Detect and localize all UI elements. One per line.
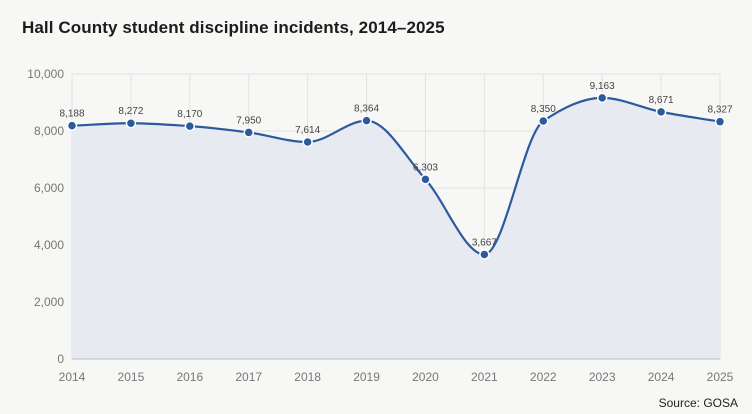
data-point [596,92,608,104]
data-label: 8,170 [177,109,202,120]
x-tick-label: 2015 [118,370,145,384]
data-label: 3,667 [472,237,497,248]
data-point [243,127,254,138]
x-tick-label: 2018 [294,370,321,384]
x-tick-label: 2020 [412,370,439,384]
data-point [302,136,313,148]
x-tick-label: 2014 [59,370,86,384]
x-tick-label: 2024 [648,370,675,384]
data-label: 9,163 [590,81,615,92]
data-point [655,106,667,118]
area-fill [72,97,720,360]
x-tick-label: 2025 [707,370,734,384]
x-tick-label: 2021 [471,370,498,384]
data-label: 8,272 [118,106,143,117]
data-points [66,92,726,260]
x-tick-label: 2023 [589,370,616,384]
y-tick-label: 8,000 [34,124,64,138]
axes: 0 2,000 4,000 6,000 8,000 10,000 2014 2015 2016 2… [27,67,733,384]
data-label: 8,671 [649,95,674,106]
data-point [420,174,431,185]
source-note: Source: GOSA [658,396,738,410]
data-label: 8,350 [531,104,556,115]
chart-title: Hall County student discipline incidents… [22,18,445,37]
x-tick-label: 2017 [235,370,262,384]
area-under-line [72,97,720,360]
data-label: 7,950 [236,115,261,126]
y-tick-label: 0 [57,352,64,366]
y-tick-label: 4,000 [34,238,64,252]
data-label: 8,327 [707,105,732,116]
y-tick-label: 2,000 [34,295,64,309]
data-point [714,116,726,127]
data-label: 8,364 [354,104,379,115]
data-point [184,120,196,132]
data-point [66,120,78,131]
data-label: 7,614 [295,125,320,136]
data-point [479,249,490,260]
x-tick-label: 2016 [176,370,203,384]
data-label: 8,188 [59,109,84,120]
data-labels: 8,188 8,272 8,170 7,950 7,614 8,364 6,303 3,667… [59,81,732,249]
data-point [361,115,372,126]
x-tick-label: 2019 [353,370,380,384]
data-point [125,117,137,129]
data-label: 6,303 [413,162,438,173]
y-tick-label: 10,000 [27,67,64,81]
y-tick-label: 6,000 [34,181,64,195]
x-tick-label: 2022 [530,370,557,384]
data-point [538,115,549,127]
